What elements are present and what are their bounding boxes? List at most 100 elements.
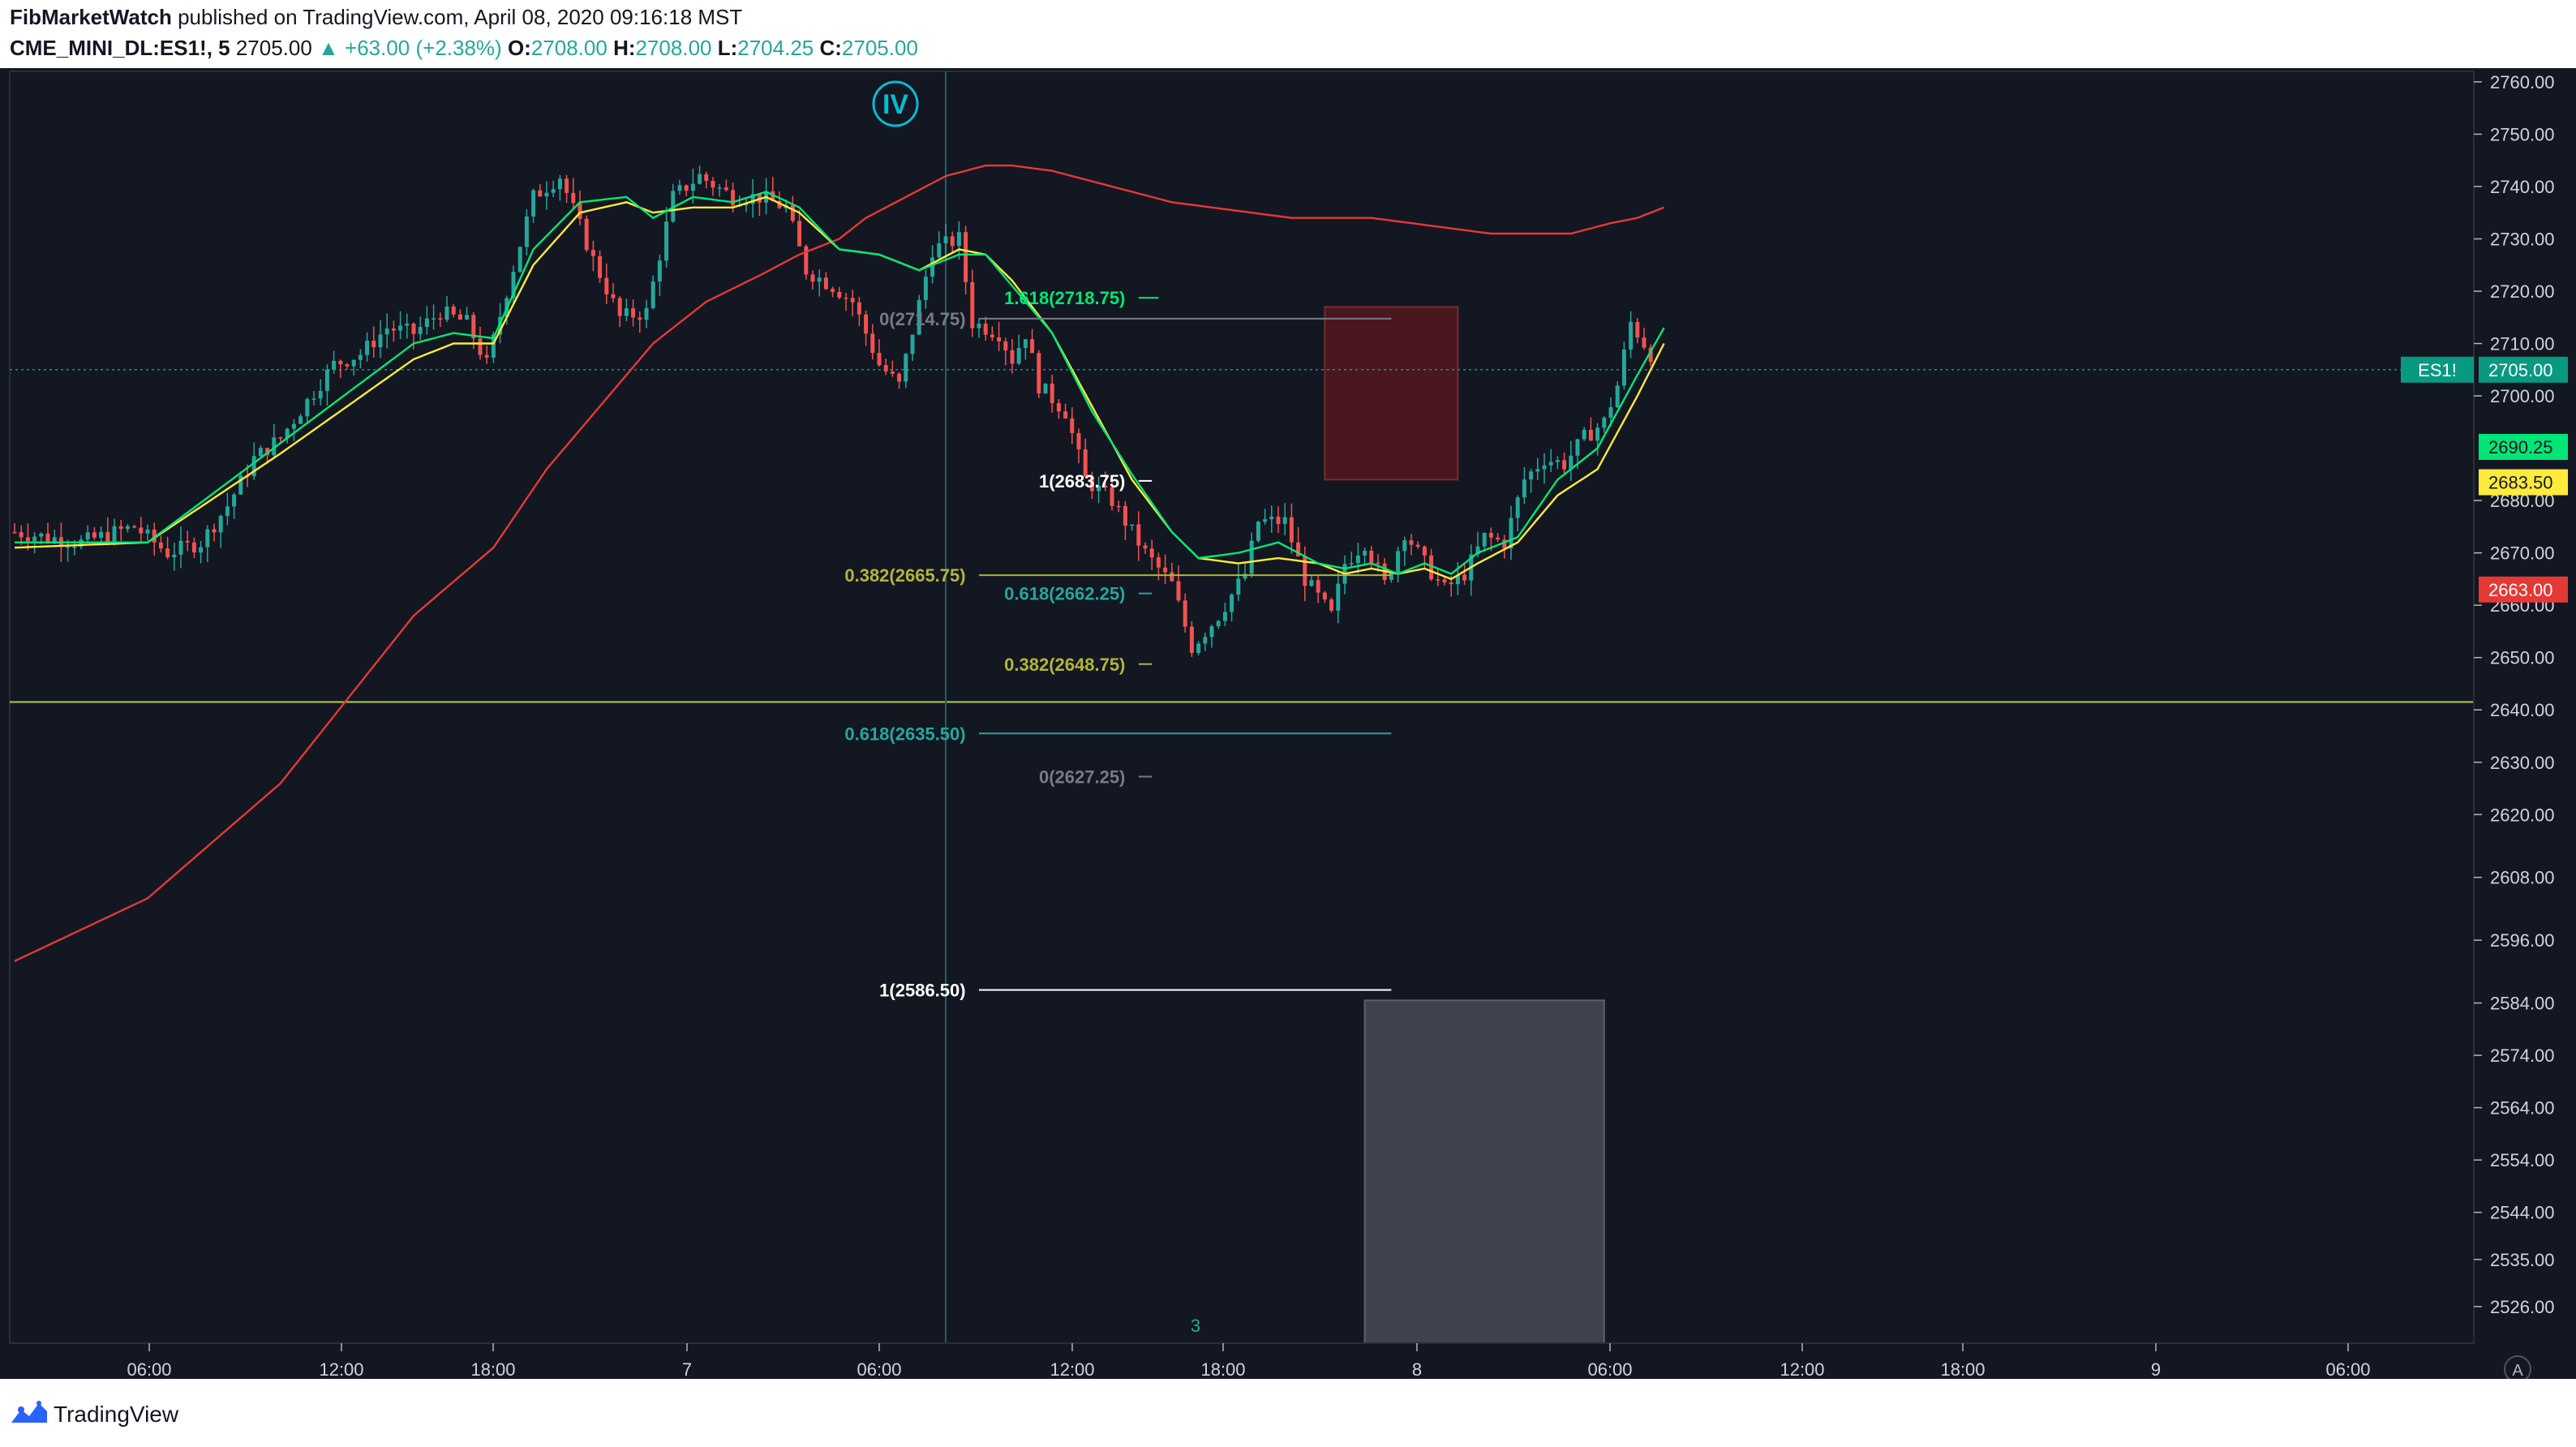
candle-body bbox=[744, 204, 749, 206]
candle-body bbox=[664, 221, 669, 261]
candle-body bbox=[904, 354, 908, 382]
publisher-name[interactable]: FibMarketWatch bbox=[10, 5, 172, 29]
candle-body bbox=[1409, 540, 1414, 545]
candle-body bbox=[391, 328, 396, 331]
candle-body bbox=[251, 456, 256, 477]
candle-body bbox=[864, 314, 869, 334]
candle-body bbox=[750, 194, 755, 204]
candle-body bbox=[1396, 551, 1401, 573]
cursor-label: 3 bbox=[1191, 1316, 1200, 1336]
candle-body bbox=[1136, 524, 1141, 546]
candle-body bbox=[45, 533, 50, 542]
candle-body bbox=[1509, 517, 1513, 549]
candle-body bbox=[1123, 505, 1127, 526]
candle-body bbox=[451, 306, 456, 315]
candle-body bbox=[1496, 537, 1501, 540]
candle-body bbox=[690, 183, 695, 191]
auto-scale-button bbox=[2504, 1355, 2531, 1379]
candle-body bbox=[158, 542, 163, 549]
candle-body bbox=[19, 532, 24, 538]
price-tag-label: 2690.25 bbox=[2488, 437, 2553, 457]
candle-body bbox=[365, 340, 370, 355]
candle-body bbox=[1515, 497, 1520, 518]
candle-body bbox=[291, 423, 296, 429]
candle-body bbox=[1203, 637, 1208, 644]
candle-body bbox=[1043, 383, 1048, 394]
candle-body bbox=[99, 531, 104, 538]
candle-body bbox=[1402, 540, 1407, 552]
candle-body bbox=[25, 537, 30, 542]
candle-body bbox=[345, 364, 350, 367]
candle-body bbox=[471, 315, 476, 339]
candle-body bbox=[950, 236, 955, 247]
candle-body bbox=[1363, 551, 1367, 556]
candle-body bbox=[823, 277, 828, 290]
candle-body bbox=[305, 398, 310, 417]
candle-body bbox=[212, 529, 217, 533]
candle-body bbox=[72, 546, 77, 548]
candle-body bbox=[1462, 574, 1467, 581]
candle-body bbox=[1449, 582, 1453, 585]
candle-body bbox=[125, 526, 130, 530]
ema-fast-line bbox=[15, 191, 1665, 575]
time-axis[interactable]: 06:00 12:00 18:00 7 06:00 12:00 18:00 8 06:00 12:… bbox=[10, 1342, 2531, 1379]
time-tick-label: 12:00 bbox=[319, 1359, 363, 1379]
candle-body bbox=[1422, 546, 1427, 556]
candle-body bbox=[857, 302, 861, 315]
price-tag-label: 2663.00 bbox=[2488, 580, 2553, 600]
candle-body bbox=[1535, 469, 1540, 472]
candle-body bbox=[590, 250, 595, 256]
candle-body bbox=[298, 416, 303, 424]
price-axis[interactable]: 2760.00 2750.00 2740.00 2730.00 2720.00 2710.… bbox=[2401, 71, 2568, 1343]
candle-body bbox=[484, 354, 489, 358]
candle-body bbox=[531, 190, 536, 217]
candle-body bbox=[1156, 557, 1161, 568]
candle-body bbox=[598, 255, 603, 278]
candle-body bbox=[844, 298, 848, 299]
price-tag-bg bbox=[2479, 356, 2568, 383]
candle-body bbox=[943, 236, 948, 244]
price-tick-label: 2564.00 bbox=[2490, 1098, 2555, 1119]
time-tick-label: 9 bbox=[2151, 1359, 2161, 1379]
candle-body bbox=[405, 323, 410, 326]
candle-body bbox=[238, 475, 243, 495]
candle-body bbox=[457, 314, 462, 320]
price-chart[interactable]: 0(2714.75) 0.382(2665.75) 0.618(2635.50) 1(… bbox=[0, 68, 2576, 1379]
candle-body bbox=[1256, 522, 1260, 541]
candle-body bbox=[378, 334, 383, 348]
price-tick-label: 2630.00 bbox=[2490, 753, 2555, 773]
fib-level-label: 0.618(2635.50) bbox=[844, 724, 965, 744]
candle-body bbox=[332, 360, 337, 370]
symbol-tag-bg bbox=[2401, 356, 2474, 383]
candle-body bbox=[631, 308, 636, 318]
candle-body bbox=[52, 537, 57, 542]
price-tick-label: 2596.00 bbox=[2490, 930, 2555, 951]
fib-level-label: 0(2627.25) bbox=[1039, 766, 1125, 787]
candle-body bbox=[1176, 581, 1181, 601]
price-tick-label: 2700.00 bbox=[2490, 386, 2555, 406]
price-tick-label: 2650.00 bbox=[2490, 648, 2555, 668]
candle-body bbox=[1010, 350, 1015, 364]
open-value: 2708.00 bbox=[530, 36, 608, 60]
candle-body bbox=[810, 274, 815, 282]
close-value: 2705.00 bbox=[841, 36, 918, 60]
candle-body bbox=[557, 178, 562, 190]
price-tick-label: 2620.00 bbox=[2490, 805, 2555, 825]
time-tick-label: 12:00 bbox=[1780, 1359, 1824, 1379]
tradingview-brand[interactable]: TradingView bbox=[54, 1402, 179, 1427]
price-tag-bg bbox=[2479, 433, 2568, 460]
symbol-label[interactable]: CME_MINI_DL:ES1!, 5 bbox=[10, 36, 230, 60]
candle-body bbox=[1230, 595, 1234, 612]
candle-body bbox=[32, 536, 37, 542]
candle-body bbox=[657, 260, 662, 282]
candle-body bbox=[191, 542, 196, 553]
candle-body bbox=[1575, 439, 1580, 456]
candle-body bbox=[1569, 455, 1574, 470]
zones bbox=[10, 71, 2474, 1345]
candle-body bbox=[850, 298, 855, 303]
candle-body bbox=[152, 529, 157, 543]
wave-label: IV bbox=[882, 89, 908, 120]
candle-body bbox=[511, 272, 516, 298]
low-value: 2704.25 bbox=[737, 36, 814, 60]
candle-body bbox=[817, 277, 822, 282]
